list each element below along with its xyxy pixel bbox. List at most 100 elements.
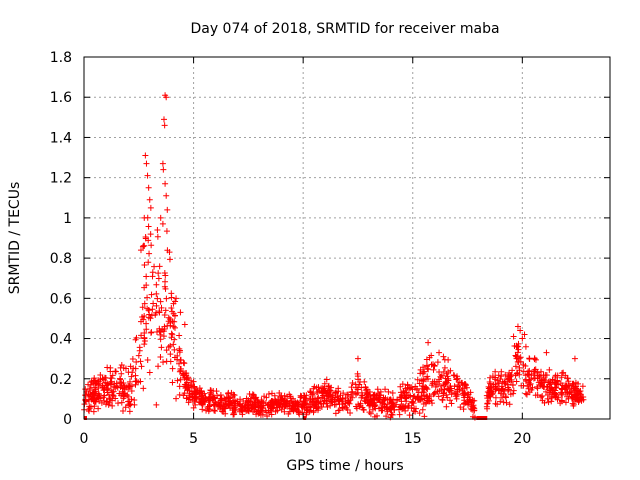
- data-point: [387, 396, 394, 403]
- data-point: [154, 226, 161, 233]
- data-point: [298, 393, 305, 400]
- data-point: [508, 371, 515, 378]
- data-point: [157, 328, 164, 335]
- data-point: [259, 408, 266, 415]
- data-point: [414, 376, 421, 383]
- data-point: [157, 353, 164, 360]
- data-point: [140, 242, 147, 249]
- data-point: [104, 389, 111, 396]
- data-point: [82, 392, 89, 399]
- data-point: [173, 295, 180, 302]
- data-point: [389, 389, 396, 396]
- data-point: [497, 376, 504, 383]
- data-point: [548, 384, 555, 391]
- plot-frame: [83, 56, 611, 420]
- data-point: [525, 385, 532, 392]
- data-point: [268, 411, 275, 418]
- data-point: [154, 295, 161, 302]
- data-point: [484, 400, 491, 407]
- data-point: [194, 387, 201, 394]
- data-point: [521, 331, 528, 338]
- data-point: [121, 393, 128, 400]
- data-point: [397, 383, 404, 390]
- data-point: [191, 383, 198, 390]
- data-point: [323, 376, 330, 383]
- data-point: [407, 392, 414, 399]
- data-point: [328, 399, 335, 406]
- data-point: [445, 375, 452, 382]
- chart-title: Day 074 of 2018, SRMTID for receiver mab…: [190, 21, 499, 37]
- data-point: [315, 394, 322, 401]
- data-point: [90, 389, 97, 396]
- data-point: [290, 407, 297, 414]
- data-point: [512, 363, 519, 370]
- data-point: [378, 407, 385, 414]
- data-point: [157, 298, 164, 305]
- data-point: [502, 380, 509, 387]
- data-point: [151, 263, 158, 270]
- data-point: [311, 383, 318, 390]
- data-point: [87, 403, 94, 410]
- data-point: [162, 307, 169, 314]
- data-point: [268, 403, 275, 410]
- data-point: [438, 386, 445, 393]
- data-point: [332, 410, 339, 417]
- data-point: [153, 290, 160, 297]
- data-point: [155, 363, 162, 370]
- data-point: [448, 391, 455, 398]
- data-point: [163, 347, 170, 354]
- data-point: [435, 393, 442, 400]
- data-point: [285, 410, 292, 417]
- data-point: [524, 383, 531, 390]
- data-point: [295, 403, 302, 410]
- data-point: [176, 383, 183, 390]
- data-point: [128, 388, 135, 395]
- data-point: [90, 408, 97, 415]
- data-point: [103, 398, 110, 405]
- data-point: [163, 295, 170, 302]
- data-point: [222, 410, 229, 417]
- data-point: [184, 386, 191, 393]
- data-point: [540, 372, 547, 379]
- data-point: [157, 336, 164, 343]
- data-point: [310, 409, 317, 416]
- data-point: [469, 403, 476, 410]
- data-point: [432, 383, 439, 390]
- data-point: [546, 387, 553, 394]
- data-point: [168, 290, 175, 297]
- data-point: [163, 228, 170, 235]
- data-point: [251, 399, 258, 406]
- data-point: [537, 382, 544, 389]
- data-point: [108, 387, 115, 394]
- data-point: [203, 407, 210, 414]
- data-point: [156, 263, 163, 270]
- data-point: [542, 377, 549, 384]
- data-point: [250, 391, 257, 398]
- data-point: [291, 398, 298, 405]
- data-point: [145, 314, 152, 321]
- data-point: [230, 411, 237, 418]
- y-tick-label: 1.6: [50, 90, 72, 106]
- data-point: [314, 399, 321, 406]
- data-point: [307, 388, 314, 395]
- data-point: [499, 394, 506, 401]
- data-point: [105, 401, 112, 408]
- data-point: [142, 233, 149, 240]
- data-point: [128, 382, 135, 389]
- data-point: [513, 355, 520, 362]
- data-point: [510, 390, 517, 397]
- data-point: [190, 378, 197, 385]
- data-point: [339, 401, 346, 408]
- x-axis-label: GPS time / hours: [286, 458, 403, 474]
- data-point: [346, 400, 353, 407]
- data-point: [495, 387, 502, 394]
- data-point: [303, 404, 310, 411]
- data-point: [559, 370, 566, 377]
- data-point: [128, 373, 135, 380]
- data-point: [329, 392, 336, 399]
- data-point: [192, 390, 199, 397]
- data-point: [139, 243, 146, 250]
- data-point: [171, 346, 178, 353]
- data-point: [364, 388, 371, 395]
- data-point: [102, 401, 109, 408]
